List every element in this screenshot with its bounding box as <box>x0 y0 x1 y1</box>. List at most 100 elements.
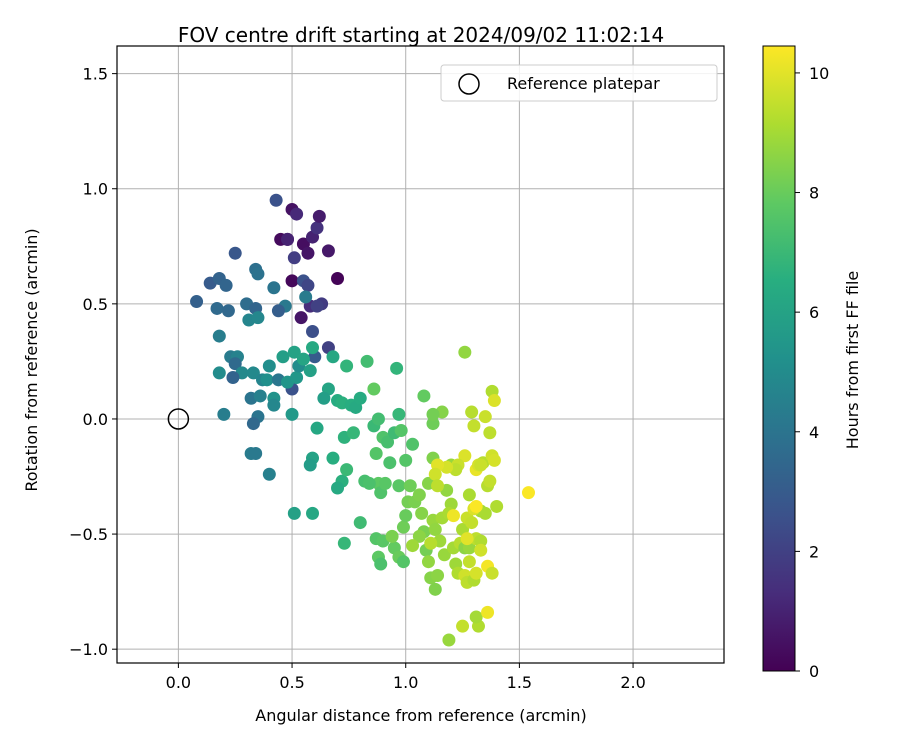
data-point <box>421 555 435 569</box>
data-point <box>281 232 295 246</box>
data-point <box>490 499 504 513</box>
data-point <box>360 354 374 368</box>
legend-entry-reference-platepar: Reference platepar <box>507 74 660 93</box>
data-point <box>428 522 442 536</box>
data-point <box>446 509 460 523</box>
data-point <box>260 373 274 387</box>
data-point <box>417 389 431 403</box>
data-point <box>353 516 367 530</box>
data-point <box>306 341 320 355</box>
data-point <box>331 481 345 495</box>
data-point <box>228 246 242 260</box>
data-point <box>369 446 383 460</box>
y-tick-label: 0.0 <box>83 410 108 429</box>
data-point <box>390 361 404 375</box>
data-point <box>406 437 420 451</box>
y-tick-label: −0.5 <box>69 525 108 544</box>
data-point <box>251 311 265 325</box>
data-point <box>212 366 226 380</box>
data-point <box>290 371 304 385</box>
data-point <box>442 633 456 647</box>
data-point <box>426 407 440 421</box>
data-point <box>310 421 324 435</box>
data-point <box>396 555 410 569</box>
y-axis-ticks: −1.0 −0.5 0.0 0.5 1.0 1.5 <box>69 65 117 659</box>
x-tick-label: 1.5 <box>507 673 532 692</box>
colorbar-tick-label: 10 <box>809 64 829 83</box>
data-point <box>212 329 226 343</box>
data-point <box>310 221 324 235</box>
data-point <box>462 555 476 569</box>
data-point <box>267 281 281 295</box>
data-point <box>219 278 233 292</box>
data-point <box>483 474 497 488</box>
x-tick-label: 0.5 <box>279 673 304 692</box>
data-point <box>340 463 354 477</box>
data-point <box>469 499 483 513</box>
data-point <box>287 506 301 520</box>
data-point <box>287 345 301 359</box>
data-point <box>331 272 345 286</box>
data-point <box>474 534 488 548</box>
data-point <box>221 304 235 318</box>
reference-point-marker <box>167 408 190 430</box>
data-point <box>296 352 310 366</box>
data-point <box>217 407 231 421</box>
x-tick-label: 2.0 <box>620 673 645 692</box>
legend: Reference platepar <box>440 64 718 102</box>
legend-box <box>440 64 718 102</box>
data-point <box>301 246 315 260</box>
data-point <box>383 456 397 470</box>
data-point <box>246 366 260 380</box>
data-point <box>346 426 360 440</box>
data-point <box>385 529 399 543</box>
data-point <box>306 506 320 520</box>
data-point <box>267 398 281 412</box>
colorbar-tick-label: 6 <box>809 303 819 322</box>
data-point <box>437 548 451 562</box>
data-point <box>294 311 308 325</box>
data-points <box>190 193 535 647</box>
data-point <box>428 467 442 481</box>
data-point <box>362 476 376 490</box>
y-axis-label: Rotation from reference (arcmin) <box>22 228 41 491</box>
data-point <box>303 364 317 378</box>
data-point <box>337 536 351 550</box>
data-point <box>317 391 331 405</box>
data-point <box>431 569 445 583</box>
data-point <box>428 582 442 596</box>
data-point <box>249 446 263 460</box>
data-point <box>469 566 483 580</box>
data-point <box>269 193 283 207</box>
data-point <box>412 529 426 543</box>
data-point <box>285 407 299 421</box>
data-point <box>392 407 406 421</box>
data-point <box>467 419 481 433</box>
data-point <box>456 619 470 633</box>
data-point <box>271 304 285 318</box>
reference-point <box>167 408 190 430</box>
data-point <box>371 412 385 426</box>
data-point <box>312 209 326 223</box>
chart-title: FOV centre drift starting at 2024/09/02 … <box>178 23 664 47</box>
data-point <box>483 426 497 440</box>
data-point <box>478 410 492 424</box>
data-point <box>465 405 479 419</box>
data-point <box>353 391 367 405</box>
x-tick-label: 1.0 <box>393 673 418 692</box>
grid-lines <box>117 46 724 663</box>
data-point <box>321 244 335 258</box>
colorbar-tick-label: 8 <box>809 184 819 203</box>
data-point <box>424 536 438 550</box>
y-tick-label: 0.5 <box>83 295 108 314</box>
data-point <box>340 359 354 373</box>
data-point <box>485 566 499 580</box>
data-point <box>426 417 440 431</box>
y-tick-label: −1.0 <box>69 640 108 659</box>
colorbar-tick-label: 2 <box>809 542 819 561</box>
data-point <box>474 543 488 557</box>
y-tick-label: 1.5 <box>83 65 108 84</box>
data-point <box>210 301 224 315</box>
data-point <box>228 357 242 371</box>
data-point <box>290 207 304 221</box>
